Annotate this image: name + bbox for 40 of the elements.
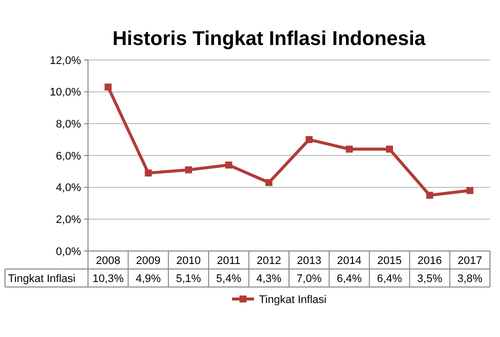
x-tick-label: 2008 <box>96 254 120 267</box>
point <box>265 179 272 186</box>
point <box>185 166 192 174</box>
data-label: 7,0% <box>296 272 322 285</box>
data-label: 3,8% <box>457 272 483 285</box>
y-tick-label: 0,0% <box>56 246 82 258</box>
data-label: 4,3% <box>256 272 282 285</box>
chart-title: Historis Tingkat Inflasi Indonesia <box>112 28 426 50</box>
x-tick-label: 2014 <box>337 254 362 267</box>
y-tick-label: 8,0% <box>56 118 82 131</box>
legend-label: Tingkat Inflasi <box>259 294 326 306</box>
y-tick-label: 2,0% <box>56 214 82 226</box>
data-label: 5,4% <box>216 272 242 285</box>
point <box>426 192 434 199</box>
x-tick-label: 2009 <box>136 254 161 267</box>
y-tick-label: 4,0% <box>56 182 82 194</box>
text: Tingkat Inflasi <box>8 272 76 285</box>
point <box>466 187 474 194</box>
data-label: 5,1% <box>176 272 202 285</box>
x-tick-label: 2013 <box>296 254 322 267</box>
x-tick-label: 2017 <box>458 254 482 267</box>
y-tick-label: 10,0% <box>50 86 82 99</box>
point <box>225 162 232 169</box>
point <box>104 84 112 91</box>
data-label: 3,5% <box>417 272 442 285</box>
data-label: 6,4% <box>376 272 402 285</box>
x-tick-label: 2016 <box>417 254 442 267</box>
y-tick-label: 6,0% <box>56 150 82 162</box>
data-label: 6,4% <box>336 272 362 285</box>
x-tick-label: 2012 <box>256 254 282 267</box>
point <box>346 146 353 153</box>
data-label: 4,9% <box>136 272 162 285</box>
x-tick-label: 2011 <box>216 254 241 267</box>
x-tick-label: 2015 <box>377 254 402 267</box>
data-label: 10,3% <box>92 272 124 285</box>
point <box>144 170 152 177</box>
y-tick-label: 12,0% <box>50 54 82 67</box>
point <box>386 146 393 153</box>
x-tick-label: 2010 <box>176 254 201 267</box>
point <box>306 136 313 144</box>
